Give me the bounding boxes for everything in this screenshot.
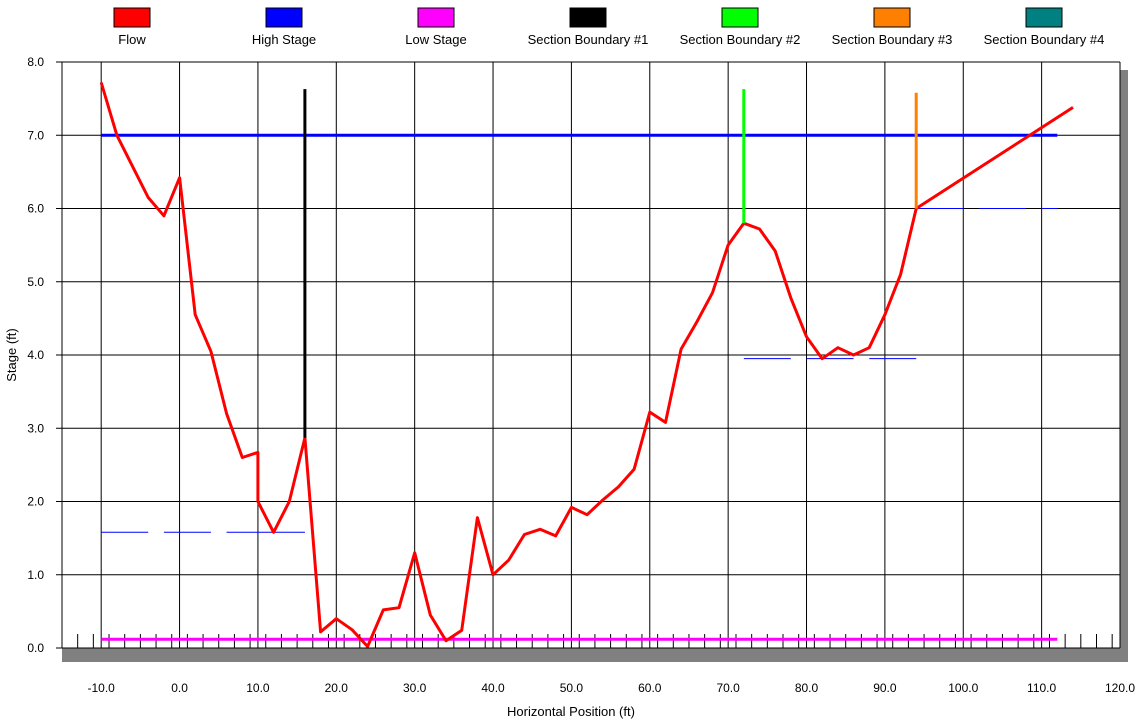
legend-swatch-flow (113, 7, 151, 28)
y-tick-label: 3.0 (27, 421, 44, 435)
x-tick-label: 40.0 (481, 681, 505, 695)
x-tick-label: 30.0 (403, 681, 427, 695)
legend-swatch-section-boundary-2 (721, 7, 759, 28)
legend-label-section-boundary-4: Section Boundary #4 (984, 32, 1105, 47)
legend-label-section-boundary-3: Section Boundary #3 (832, 32, 953, 47)
series-group (99, 82, 1074, 648)
legend-swatch-low-stage (417, 7, 455, 28)
axes (56, 61, 1121, 649)
x-tick-label: 110.0 (1027, 681, 1056, 695)
tick-labels: -10.0 0.0 10.0 20.0 30.0 40.0 50.0 60.0 70.0 80.0… (4, 55, 1135, 719)
plot-shadow-right (1120, 70, 1128, 662)
legend-label-section-boundary-2: Section Boundary #2 (680, 32, 801, 47)
x-axis-title: Horizontal Position (ft) (507, 704, 635, 719)
legend-swatch-section-boundary-1 (569, 7, 607, 28)
x-tick-label: 90.0 (873, 681, 897, 695)
y-axis-title: Stage (ft) (4, 328, 19, 381)
minor-ticks (61, 634, 1113, 648)
legend-swatch-high-stage (265, 7, 303, 28)
x-tick-label: 20.0 (325, 681, 349, 695)
x-tick-label: 120.0 (1105, 681, 1135, 695)
x-tick-label: 80.0 (795, 681, 819, 695)
x-tick-label: 60.0 (638, 681, 662, 695)
legend-swatch-section-boundary-3 (873, 7, 911, 28)
x-tick-label: 100.0 (948, 681, 978, 695)
legend-label-low-stage: Low Stage (405, 32, 466, 47)
x-tick-label: 70.0 (716, 681, 740, 695)
y-tick-label: 7.0 (27, 128, 44, 142)
y-tick-label: 2.0 (27, 495, 44, 509)
y-tick-label: 5.0 (27, 275, 44, 289)
legend-label-section-boundary-1: Section Boundary #1 (528, 32, 649, 47)
y-tick-label: 6.0 (27, 202, 44, 216)
legend-label-flow: Flow (118, 32, 146, 47)
x-tick-label: 10.0 (246, 681, 270, 695)
x-tick-label: -10.0 (88, 681, 116, 695)
y-tick-label: 8.0 (27, 55, 44, 69)
legend-swatch-section-boundary-4 (1025, 7, 1063, 28)
y-tick-label: 1.0 (27, 568, 44, 582)
x-tick-label: 0.0 (171, 681, 188, 695)
series-flow (99, 82, 1074, 648)
x-tick-label: 50.0 (560, 681, 584, 695)
plot-shadow (62, 648, 1128, 662)
legend: Flow High Stage Low Stage Section Boundary … (113, 7, 1105, 47)
legend-label-high-stage: High Stage (252, 32, 316, 47)
y-tick-label: 0.0 (27, 641, 44, 655)
y-tick-label: 4.0 (27, 348, 44, 362)
